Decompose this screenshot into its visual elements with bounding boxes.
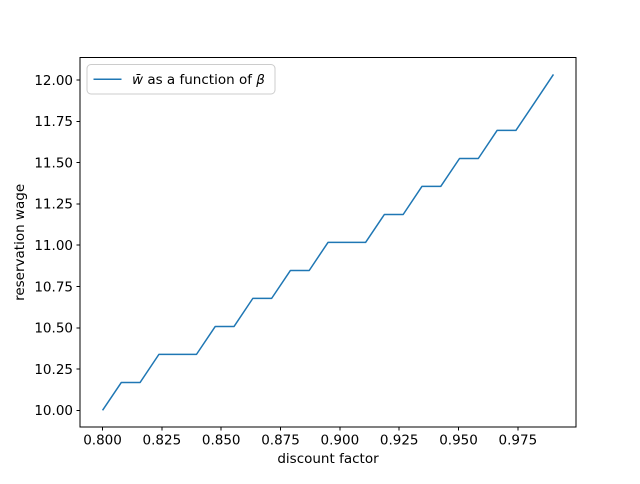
legend-label-math-wbar: w̄ (132, 72, 144, 88)
x-tick-label: 0.975 (499, 433, 538, 449)
y-axis-ticks: 10.00 10.25 10.50 10.75 11.00 11.25 11.50 11.75… (34, 73, 80, 419)
y-tick-label: 10.50 (34, 321, 73, 337)
legend-box (86, 64, 276, 95)
x-tick-label: 0.825 (143, 433, 182, 449)
y-tick-label: 10.00 (34, 403, 73, 419)
x-tick-label: 0.875 (261, 433, 300, 449)
y-tick-label: 11.75 (34, 114, 73, 130)
legend-label-text: as a function of (143, 72, 256, 88)
y-tick-label: 11.25 (34, 197, 73, 213)
legend-label-math-beta: β (255, 72, 265, 88)
y-axis-label: reservation wage (12, 184, 28, 301)
x-tick-label: 0.900 (321, 433, 360, 449)
y-tick-label: 12.00 (34, 73, 73, 89)
legend: w̄ as a function of β (86, 64, 276, 95)
y-tick-label: 11.50 (34, 155, 73, 171)
x-axis-label: discount factor (277, 451, 379, 467)
x-tick-label: 0.800 (83, 433, 122, 449)
series-line-wbar (101, 74, 555, 411)
x-tick-label: 0.950 (439, 433, 478, 449)
x-tick-label: 0.925 (380, 433, 419, 449)
legend-label: w̄ as a function of β (132, 72, 265, 88)
x-axis-ticks: 0.800 0.825 0.850 0.875 0.900 0.925 0.950 0.975 (83, 427, 537, 449)
y-tick-label: 10.75 (34, 279, 73, 295)
plot-area (79, 57, 577, 428)
y-tick-label: 10.25 (34, 362, 73, 378)
y-tick-label: 11.00 (34, 238, 73, 254)
x-tick-label: 0.850 (202, 433, 241, 449)
